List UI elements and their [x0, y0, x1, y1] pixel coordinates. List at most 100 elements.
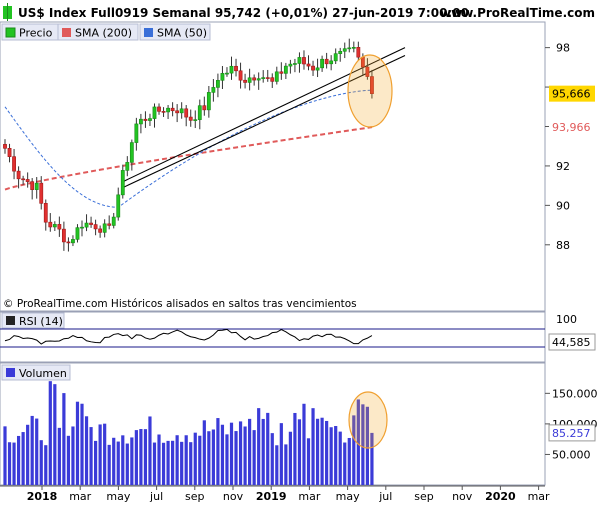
volume-bar [279, 423, 283, 485]
last-price-tag-box [549, 85, 595, 102]
price-candle [270, 77, 275, 82]
price-candle [320, 58, 325, 69]
legend-label-sma50: SMA (50) [157, 27, 207, 40]
price-legend: Precio SMA (200) SMA (50) [1, 23, 211, 41]
volume-bar [225, 434, 229, 485]
volume-bar [184, 435, 188, 485]
volume-bar [30, 415, 34, 485]
volume-bar [143, 429, 148, 485]
price-candle [225, 72, 229, 75]
price-candle [293, 63, 297, 65]
price-candle [342, 48, 347, 52]
x-axis-label: may [106, 490, 130, 503]
rsi-legend-swatch [6, 316, 15, 325]
volume-bar [311, 408, 315, 485]
price-candles [3, 38, 374, 252]
sma50-polyline [4, 89, 372, 208]
price-candle [80, 226, 84, 229]
price-candle [179, 108, 184, 114]
rsi-line [0, 328, 545, 348]
price-candle [71, 239, 75, 244]
price-candle [48, 221, 53, 228]
volume-bar [343, 442, 347, 485]
volume-bar [356, 399, 360, 485]
price-candle [75, 227, 80, 240]
price-candle [43, 203, 48, 223]
x-axis-label: nov [223, 490, 244, 503]
price-candle [202, 105, 207, 111]
volume-bar [347, 437, 351, 485]
volume-bar [220, 424, 225, 485]
price-candle [93, 224, 98, 230]
x-axis-label: jul [378, 490, 392, 503]
volume-value-box [548, 424, 596, 442]
volume-bar [84, 416, 89, 485]
volume-bar [370, 432, 374, 485]
price-candle [220, 73, 225, 81]
volume-bar [180, 441, 184, 485]
volume-bar [302, 403, 306, 485]
volume-bar [261, 418, 265, 485]
legend-label-precio: Precio [19, 27, 53, 40]
price-candle [57, 224, 62, 230]
volume-bar [248, 418, 252, 485]
x-axis-label: mar [298, 490, 320, 503]
highlight-ellipse-volume [348, 391, 388, 449]
volume-bar [80, 403, 84, 485]
trend-channel [122, 47, 406, 189]
price-candle [324, 58, 329, 65]
price-candle [34, 182, 39, 190]
volume-bar [243, 426, 247, 485]
volume-bar [107, 444, 111, 485]
price-candle [61, 228, 66, 243]
volume-bar [66, 435, 71, 485]
price-candle [89, 222, 93, 225]
volume-bar [98, 424, 102, 485]
price-candle [256, 78, 261, 81]
volume-bar [39, 440, 43, 485]
price-candle [311, 65, 315, 71]
volume-bar [189, 442, 193, 485]
price-candle [265, 77, 270, 79]
price-candle [129, 142, 134, 163]
volume-bar [275, 445, 279, 485]
volume-bar [352, 415, 356, 485]
sma200-line [4, 126, 373, 191]
volume-bar [94, 440, 98, 485]
volume-bar [157, 434, 161, 485]
price-candle [243, 79, 247, 83]
price-candle [175, 110, 180, 114]
volume-bar [75, 401, 80, 485]
price-candle [279, 71, 284, 74]
price-candle [66, 241, 71, 244]
volume-bar [21, 432, 25, 485]
legend-swatch-sma50 [144, 28, 153, 37]
price-axis-label: 90 [556, 199, 570, 212]
price-candle [120, 170, 125, 196]
sma50-line [4, 89, 372, 208]
x-axis-label: sep [414, 490, 433, 503]
volume-bar [216, 418, 220, 485]
price-candle [315, 67, 320, 71]
price-candle [134, 123, 139, 143]
price-candle [166, 107, 170, 113]
price-candle [102, 223, 107, 233]
price-candle [12, 156, 16, 172]
price-candle [98, 228, 103, 233]
volume-bar [288, 431, 292, 485]
price-candle [7, 147, 12, 157]
volume-legend-swatch [6, 368, 15, 377]
rsi-axis-label: 100 [556, 313, 577, 326]
price-candle [347, 47, 352, 50]
volume-bar [211, 429, 215, 485]
footnote: © ProRealTime.com Históricos alisados en… [3, 298, 357, 310]
volume-bar [238, 421, 243, 485]
volume-bar [297, 419, 302, 485]
rsi-value-tag: 44,585 [552, 336, 591, 349]
x-axis-label: 2020 [485, 490, 516, 503]
price-candle [297, 57, 302, 64]
price-candle [229, 65, 234, 74]
